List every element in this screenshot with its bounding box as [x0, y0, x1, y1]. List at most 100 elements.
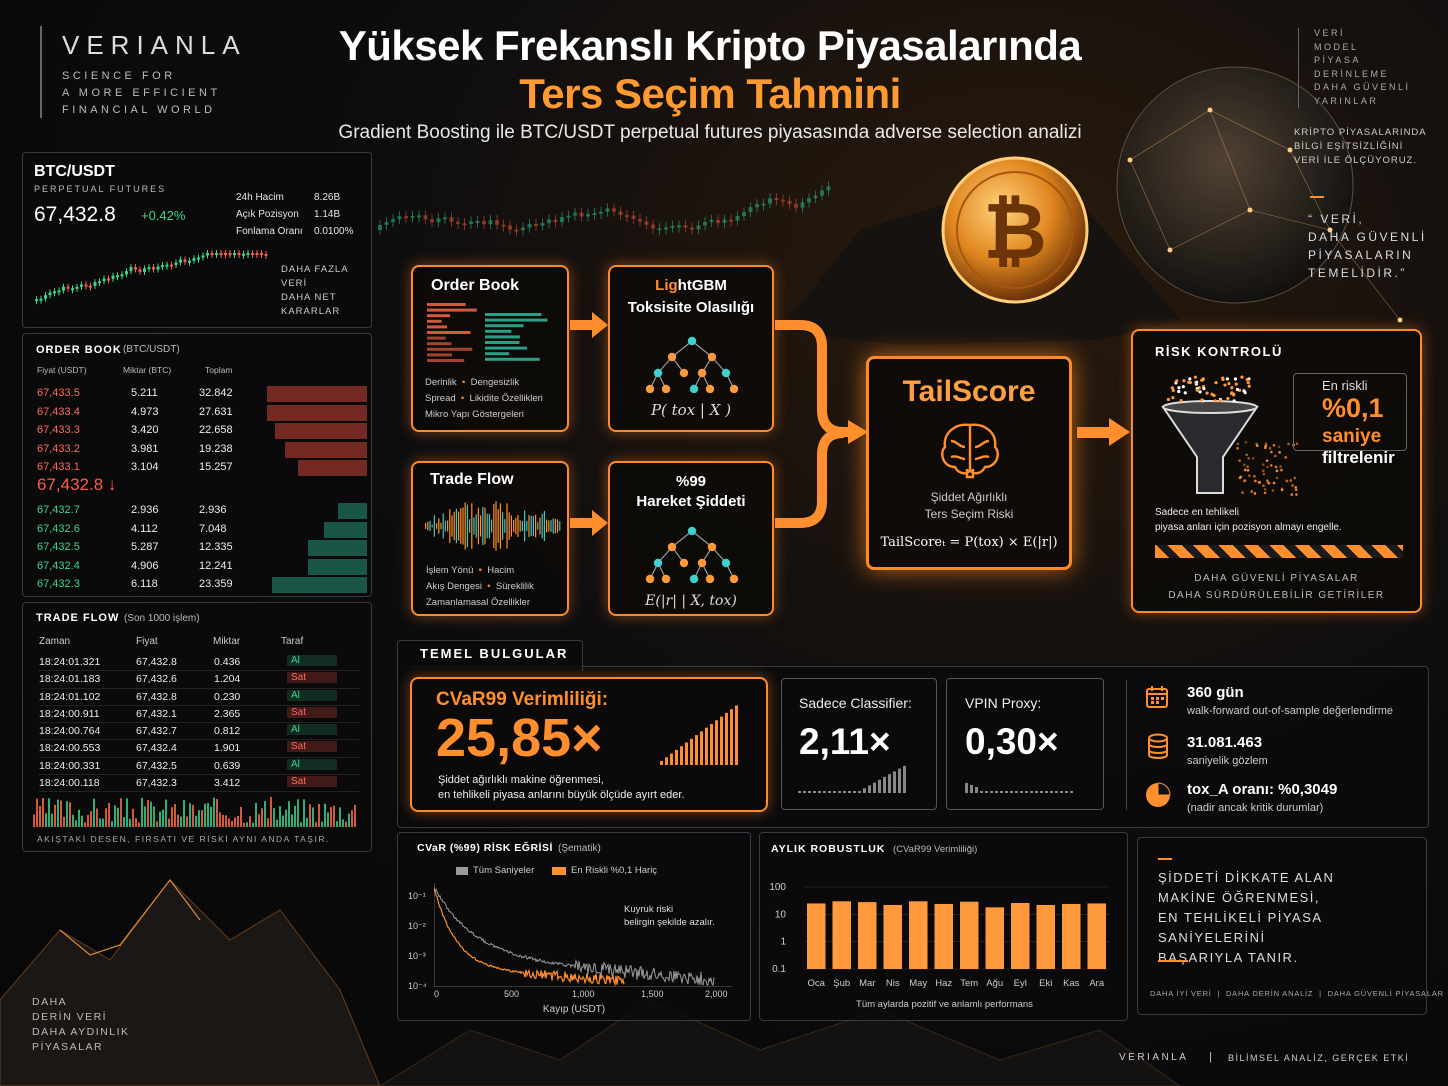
y-tick-label: 0.1 — [772, 964, 786, 975]
bg-candle-body — [735, 216, 740, 221]
candle-body — [192, 258, 196, 261]
stat-label: Açık Pozisyon — [236, 209, 299, 220]
bg-candle-body — [690, 227, 694, 230]
candle-body — [242, 253, 245, 256]
wave-bar — [543, 510, 545, 542]
cvar-efficiency-desc2: en tehlikeli piyasa anlarını büyük ölçüd… — [438, 789, 685, 801]
bg-candle-body — [638, 218, 642, 222]
ramp-bar — [665, 757, 668, 765]
cvar-annotation: Kuyruk riski belirgin şekilde azalır. — [624, 904, 715, 928]
bg-candle-body — [495, 220, 499, 225]
particle — [1280, 488, 1284, 492]
trade-qty: 2.365 — [214, 707, 241, 720]
trade-row: 18:24:00.118 67,432.3 3.412 Sat — [39, 775, 359, 793]
particle — [1246, 468, 1250, 472]
cvar-chart-panel: CVaR (%99) RİSK EĞRİSİ (Şematik) Tüm San… — [397, 832, 751, 1021]
mini-ask-bar — [427, 319, 442, 323]
candle-body — [84, 284, 88, 287]
risk-unit: saniye — [1322, 426, 1382, 447]
bg-candle-body — [391, 219, 395, 223]
ob-price: 67,432.7 — [37, 504, 80, 516]
flow-bar — [210, 806, 212, 827]
cvar-x-label: Kayıp (USDT) — [542, 1004, 606, 1015]
mini-bid-bar — [485, 313, 542, 316]
bg-candle-body — [703, 221, 707, 226]
trade-side-badge: Sat — [287, 776, 337, 788]
bg-candle-body — [592, 213, 597, 216]
candle-body — [197, 257, 200, 260]
month-bar — [960, 901, 979, 969]
particle — [1242, 389, 1246, 393]
wave-bar — [436, 523, 438, 529]
trade-price: 67,432.1 — [136, 707, 177, 720]
depth-bar — [324, 521, 367, 538]
order-book-mini-chart — [427, 303, 548, 362]
flow-bar — [153, 806, 155, 827]
flow-bar — [93, 798, 95, 827]
bg-candle-body — [631, 215, 636, 219]
classifier-bar — [853, 791, 856, 793]
wave-bar — [444, 520, 446, 532]
flow-bar — [222, 814, 224, 827]
tree-node — [679, 558, 689, 568]
order-book-mid-price: 67,432.8 ↓ — [37, 475, 117, 494]
trade-flow-waveform — [425, 501, 561, 551]
trade-side-badge: Al — [287, 758, 337, 770]
vpin-bar — [1050, 791, 1053, 793]
wave-bar — [521, 520, 523, 532]
wave-bar — [557, 519, 559, 533]
flow-severity-box: %99 Hareket Şiddeti E(|r| | X, tox) — [608, 461, 774, 616]
trade-price: 67,432.7 — [136, 725, 177, 738]
wave-bar — [532, 515, 534, 537]
tree-node — [661, 384, 671, 393]
wave-bar — [526, 520, 528, 532]
bottom-accent-bottom — [1158, 960, 1188, 962]
particle — [1202, 387, 1206, 391]
vpin-bar — [1065, 791, 1068, 793]
particle — [1261, 463, 1265, 466]
particle — [1182, 379, 1186, 383]
calendar-icon — [1146, 686, 1168, 708]
trade-price: 67,432.5 — [136, 759, 177, 772]
flow-bar — [120, 798, 122, 827]
candle-body — [233, 253, 236, 256]
depth-bar — [274, 423, 367, 439]
month-label: Tem — [960, 978, 978, 989]
facts-divider — [1126, 680, 1127, 810]
bg-candle-body — [761, 203, 766, 206]
flow-bar — [147, 800, 149, 827]
risk-value: %0,1 — [1322, 393, 1384, 423]
ob-qty: 5.211 — [131, 387, 158, 399]
particle — [1272, 444, 1276, 447]
ob-qty: 4.973 — [131, 405, 159, 418]
mini-bid-bar — [485, 329, 512, 333]
tree-node — [697, 368, 707, 378]
stat-label: Fonlama Oranı — [236, 226, 303, 237]
flow-bar — [294, 805, 296, 827]
footer-tagline: BİLİMSEL ANALİZ, GERÇEK ETKİ — [1228, 1053, 1410, 1063]
flow-bar — [237, 815, 239, 827]
wave-bar — [458, 511, 460, 541]
month-bar — [1087, 903, 1106, 969]
cvar-efficiency-card: CVaR99 Verimliliği: 25,85× Şiddet ağırlı… — [410, 677, 768, 812]
wave-bar — [442, 513, 444, 539]
particle — [1200, 398, 1204, 402]
vpin-value: 0,30× — [965, 721, 1059, 762]
bg-candle-body — [508, 225, 512, 230]
trade-time: 18:24:00.764 — [39, 725, 101, 738]
candle-body — [111, 275, 115, 279]
findings-tab — [397, 640, 583, 671]
stat-value: 0.0100% — [314, 226, 354, 237]
candle-body — [224, 253, 227, 255]
classifier-bar — [883, 777, 886, 793]
brand-divider — [40, 26, 42, 118]
wave-bar — [438, 518, 440, 534]
flow-bar — [45, 813, 47, 827]
wave-bar — [477, 507, 479, 545]
candle-body — [260, 253, 263, 255]
bg-candle-body — [423, 215, 428, 220]
flow-bar — [231, 820, 233, 827]
vpin-bar — [985, 791, 988, 793]
trade-qty: 0.230 — [214, 690, 241, 703]
tf-header-price: Fiyat — [136, 636, 158, 647]
